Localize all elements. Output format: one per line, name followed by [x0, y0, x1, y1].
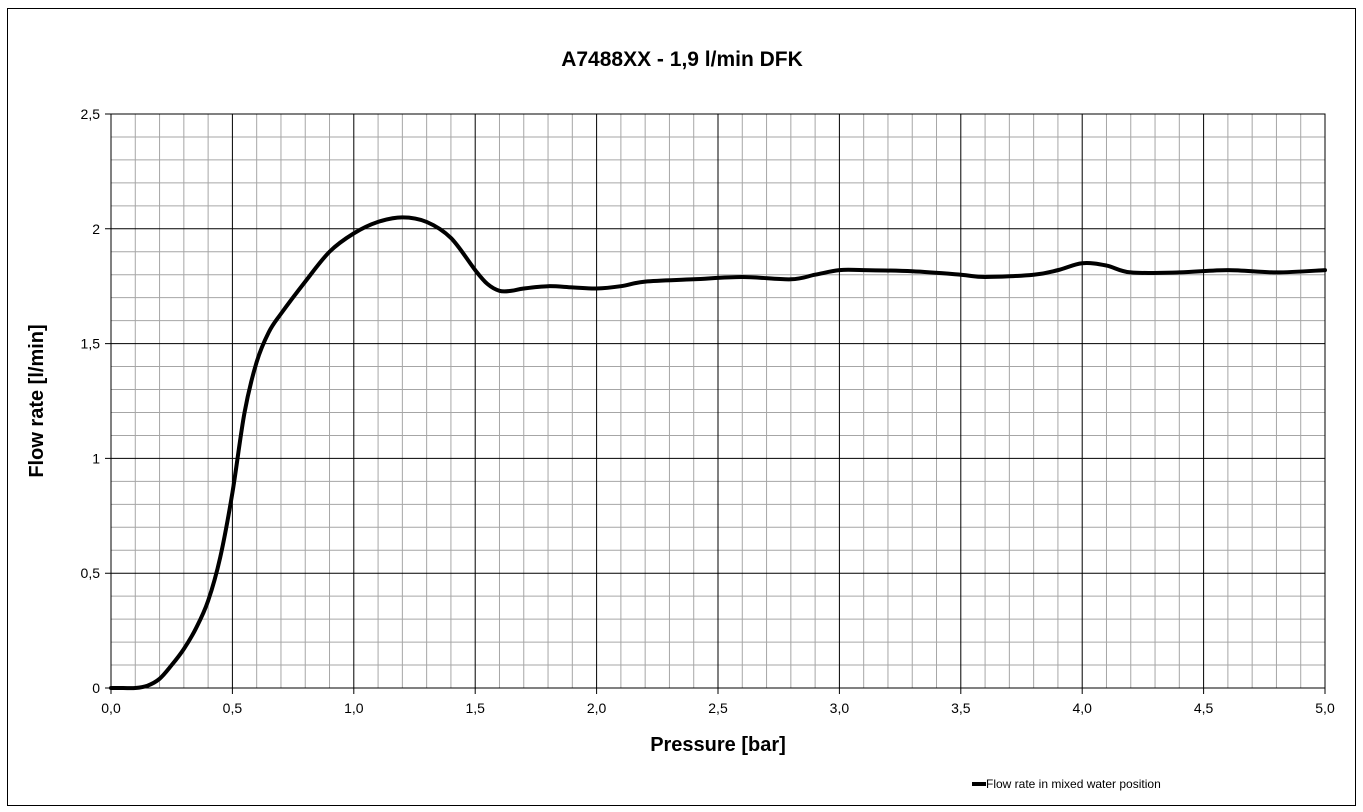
y-tick-label: 1 — [92, 450, 100, 466]
y-tick-label: 2 — [92, 221, 100, 237]
y-axis-title: Flow rate [l/min] — [26, 324, 48, 477]
chart-title: A7488XX - 1,9 l/min DFK — [561, 48, 803, 71]
x-tick-label: 1,0 — [344, 700, 364, 716]
x-tick-label: 1,5 — [465, 700, 485, 716]
y-tick-label: 2,5 — [81, 106, 101, 122]
series-line-0 — [109, 215, 1327, 691]
y-axis-tick-labels: 0 0,5 1 1,5 2 2,5 — [81, 106, 101, 696]
x-tick-label: 0,5 — [223, 700, 243, 716]
legend-label: Flow rate in mixed water position — [986, 777, 1161, 791]
y-tick-label: 0 — [92, 680, 100, 696]
x-tick-label: 2,5 — [708, 700, 728, 716]
series-layer — [109, 215, 1327, 691]
x-tick-label: 2,0 — [587, 700, 607, 716]
plot-area-border — [110, 113, 1326, 689]
x-axis-title: Pressure [bar] — [650, 734, 786, 756]
flow-rate-chart: A7488XX - 1,9 l/min DFK 0,0 0,5 1,0 1,5 2,0 2… — [26, 48, 1335, 791]
chart-frame: A7488XX - 1,9 l/min DFK 0,0 0,5 1,0 1,5 2,0 2… — [7, 8, 1356, 806]
y-tick-label: 1,5 — [81, 336, 101, 352]
chart-legend: Flow rate in mixed water position — [972, 777, 1161, 791]
x-tick-label: 3,0 — [830, 700, 850, 716]
x-tick-label: 3,5 — [951, 700, 971, 716]
x-axis-tick-labels: 0,0 0,5 1,0 1,5 2,0 2,5 3,0 3,5 4,0 4,5 5,0 — [101, 700, 1335, 716]
major-gridlines — [105, 113, 1326, 694]
x-tick-label: 0,0 — [101, 700, 121, 716]
y-tick-label: 0,5 — [81, 565, 101, 581]
x-tick-label: 4,5 — [1194, 700, 1214, 716]
x-tick-label: 5,0 — [1315, 700, 1335, 716]
x-tick-label: 4,0 — [1072, 700, 1092, 716]
